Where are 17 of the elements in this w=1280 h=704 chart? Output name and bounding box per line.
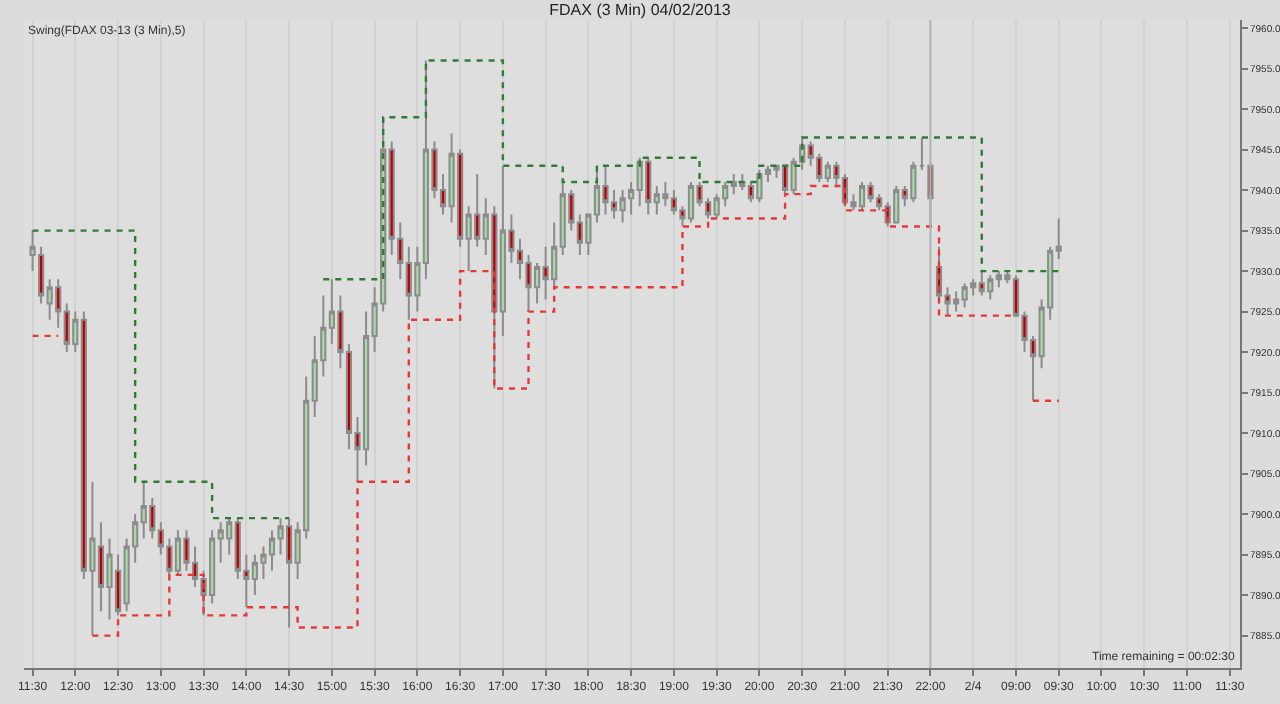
candlestick [687,181,695,224]
candlestick [961,282,968,309]
candlestick [174,529,182,576]
candlestick [645,156,652,216]
candlestick [619,189,626,224]
candlestick [602,164,609,216]
candlestick [987,274,994,301]
candlestick [756,168,763,204]
candlestick [867,181,874,204]
candlestick [662,181,669,208]
chart-title: FDAX (3 Min) 04/02/2013 [549,0,732,19]
candlestick [978,270,985,297]
candlestick [824,160,831,183]
candlestick [636,156,643,208]
candlestick [858,181,866,212]
candlestick [893,185,900,224]
candlestick [910,160,917,204]
